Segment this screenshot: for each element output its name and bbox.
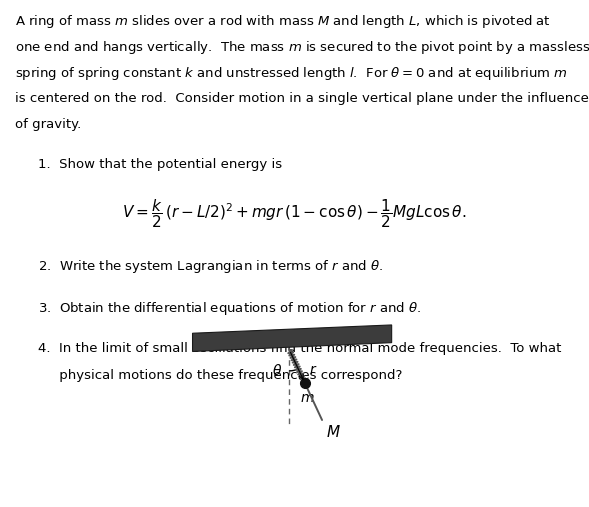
Text: $M$: $M$ [326,424,341,441]
Text: A ring of mass $m$ slides over a rod with mass $M$ and length $L$, which is pivo: A ring of mass $m$ slides over a rod wit… [15,13,551,30]
Text: $\theta$: $\theta$ [272,364,282,378]
Text: 2.  Write the system Lagrangian in terms of $r$ and $\theta$.: 2. Write the system Lagrangian in terms … [38,258,383,275]
Text: $r$: $r$ [309,363,317,377]
Text: 3.  Obtain the differential equations of motion for $r$ and $\theta$.: 3. Obtain the differential equations of … [38,300,422,317]
Text: one end and hangs vertically.  The mass $m$ is secured to the pivot point by a m: one end and hangs vertically. The mass $… [15,39,589,56]
Text: physical motions do these frequencies correspond?: physical motions do these frequencies co… [38,369,403,382]
Polygon shape [193,325,392,351]
Text: spring of spring constant $k$ and unstressed length $l$.  For $\theta = 0$ and a: spring of spring constant $k$ and unstre… [15,65,567,83]
Text: 1.  Show that the potential energy is: 1. Show that the potential energy is [38,158,282,171]
Text: $m$: $m$ [300,391,315,405]
Text: $V = \dfrac{k}{2}\,(r - L/2)^2 + mgr\,(1 - \cos\theta) - \dfrac{1}{2}MgL\cos\the: $V = \dfrac{k}{2}\,(r - L/2)^2 + mgr\,(1… [123,197,466,230]
Text: 4.  In the limit of small oscillations find the normal mode frequencies.  To wha: 4. In the limit of small oscillations fi… [38,342,562,355]
Text: of gravity.: of gravity. [15,118,81,131]
Text: is centered on the rod.  Consider motion in a single vertical plane under the in: is centered on the rod. Consider motion … [15,92,588,105]
